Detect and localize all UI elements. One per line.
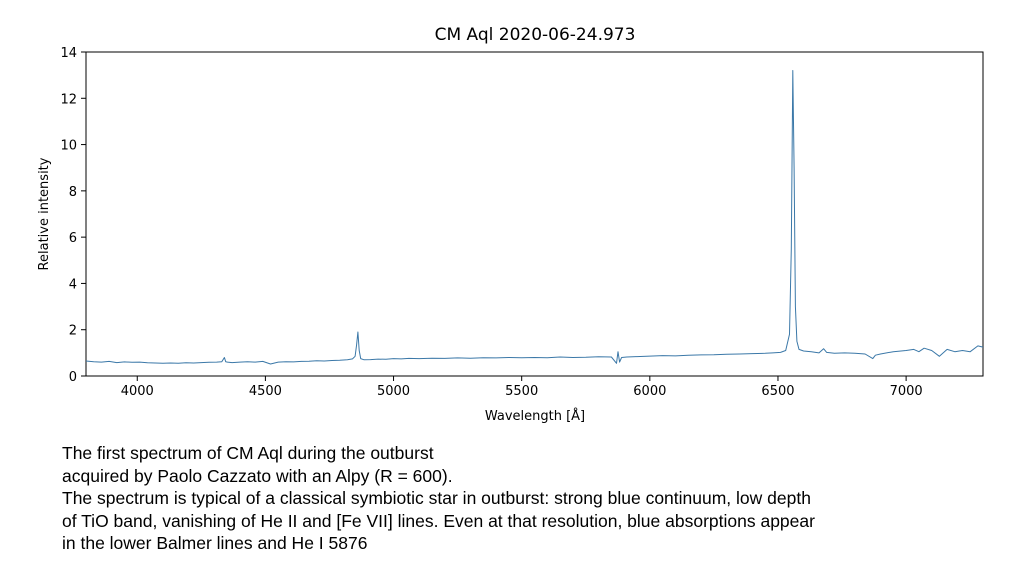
caption-line: acquired by Paolo Cazzato with an Alpy (… [62, 465, 453, 486]
x-tick-label: 4000 [121, 384, 154, 399]
caption-line: of TiO band, vanishing of He II and [Fe … [62, 510, 815, 531]
x-axis-label: Wavelength [Å] [485, 408, 585, 424]
caption-line: The first spectrum of CM Aql during the … [62, 443, 434, 463]
y-tick-label: 8 [69, 185, 77, 200]
y-tick-label: 10 [60, 139, 77, 154]
x-tick-label: 5500 [505, 384, 538, 399]
x-axis-ticks: 4000 4500 5000 5500 6000 6500 7000 [121, 376, 923, 399]
x-tick-label: 6000 [633, 384, 666, 399]
y-tick-label: 4 [69, 277, 77, 292]
spectrum-line [85, 70, 984, 365]
y-tick-label: 12 [60, 92, 77, 107]
y-tick-label: 0 [69, 370, 77, 385]
x-tick-label: 7000 [890, 384, 923, 399]
x-tick-label: 6500 [761, 384, 794, 399]
caption-line: The spectrum is typical of a classical s… [62, 488, 811, 508]
y-tick-label: 14 [60, 46, 77, 61]
y-axis-ticks: 0 2 4 6 8 10 12 14 [60, 46, 86, 385]
y-tick-label: 2 [69, 324, 77, 339]
x-tick-label: 4500 [249, 384, 282, 399]
y-tick-label: 6 [69, 231, 77, 246]
caption-line: in the lower Balmer lines and He I 5876 [62, 533, 368, 553]
chart-title: CM Aql 2020-06-24.973 [435, 25, 636, 45]
caption: The first spectrum of CM Aql during the … [62, 442, 1012, 555]
y-axis-label: Relative intensity [37, 157, 52, 270]
plot-area [85, 51, 984, 377]
x-tick-label: 5000 [377, 384, 410, 399]
spectrum-chart: CM Aql 2020-06-24.973 4000 4500 5000 5500 60… [37, 25, 984, 424]
